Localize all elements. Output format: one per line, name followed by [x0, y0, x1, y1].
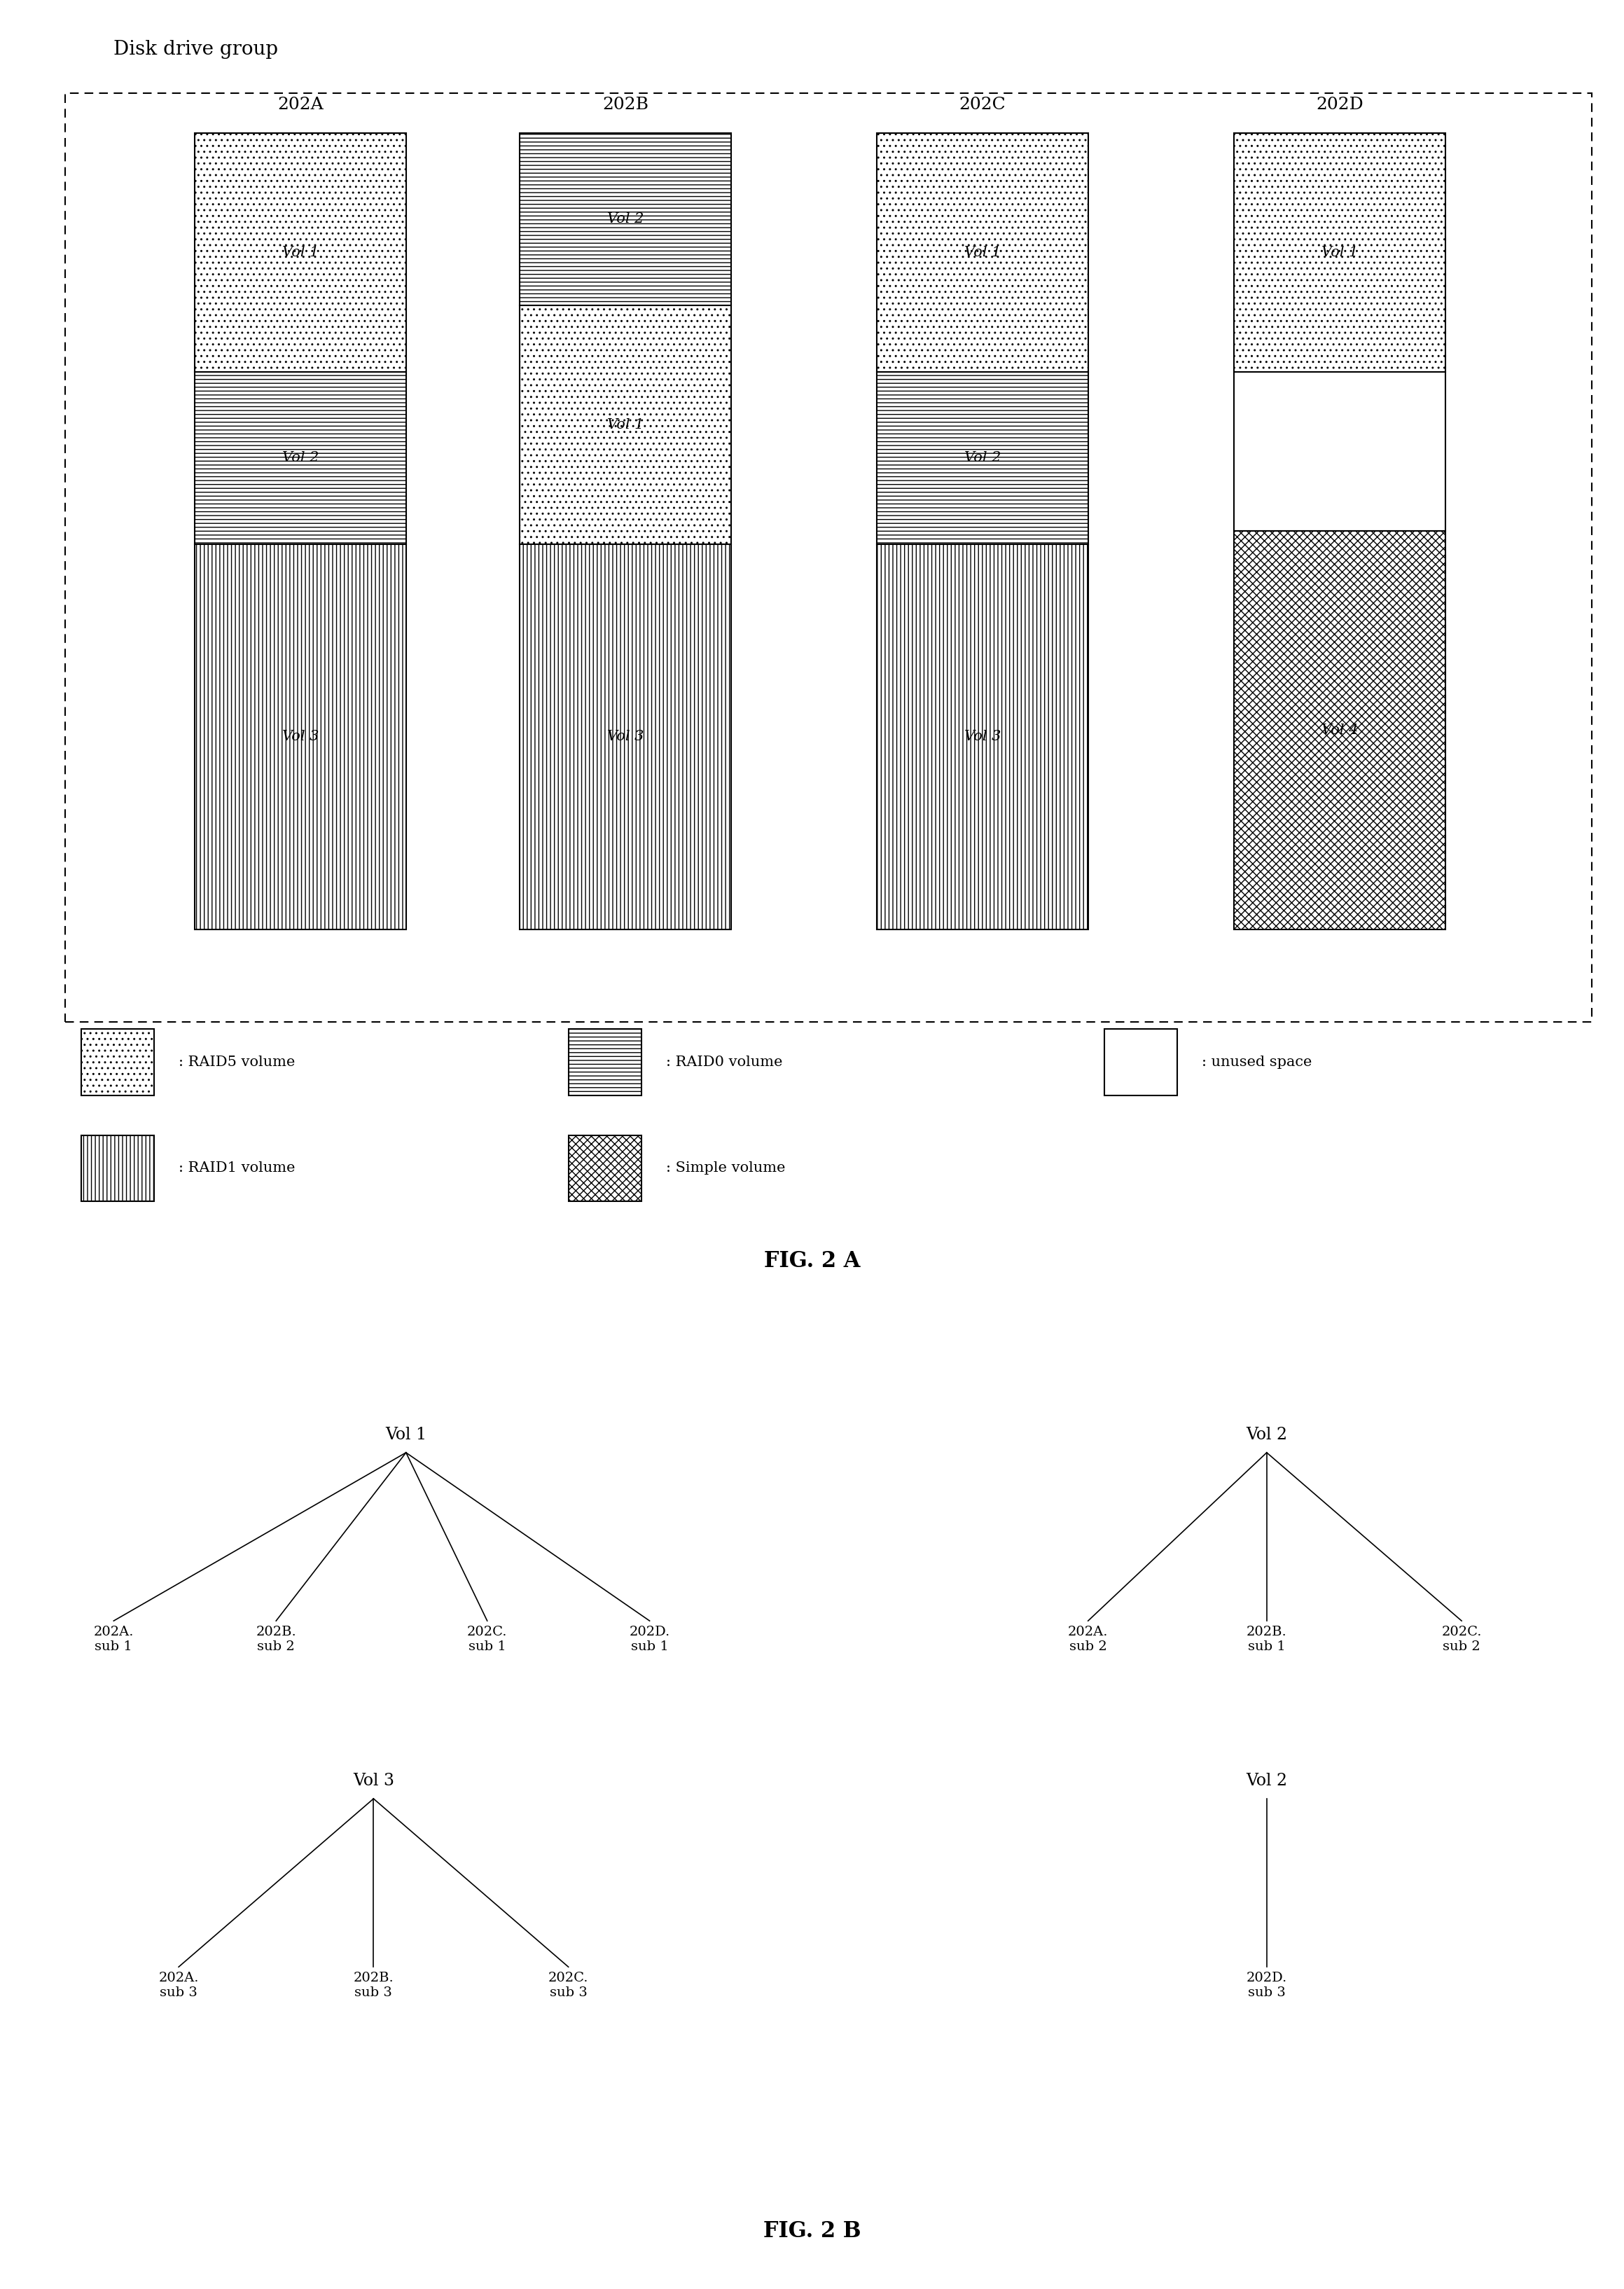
Text: : RAID1 volume: : RAID1 volume	[179, 1161, 296, 1174]
Text: Vol 1: Vol 1	[607, 419, 643, 433]
Bar	[520, 545, 731, 929]
Bar	[195, 133, 406, 371]
Text: Vol 1: Vol 1	[283, 245, 318, 259]
Bar	[877, 545, 1088, 929]
Text: Vol 2: Vol 2	[965, 451, 1000, 465]
Bar	[1234, 133, 1445, 371]
Text: : RAID5 volume: : RAID5 volume	[179, 1055, 296, 1069]
Text: : unused space: : unused space	[1202, 1055, 1312, 1069]
Bar	[1234, 531, 1445, 929]
Bar	[568, 1135, 641, 1202]
Text: 202C.
sub 1: 202C. sub 1	[468, 1625, 507, 1653]
Text: Disk drive group: Disk drive group	[114, 39, 278, 60]
Text: 202A.
sub 3: 202A. sub 3	[159, 1971, 198, 1998]
Text: : RAID0 volume: : RAID0 volume	[666, 1055, 783, 1069]
Text: Vol 1: Vol 1	[965, 245, 1000, 259]
Bar	[65, 94, 1592, 1023]
Text: Vol 3: Vol 3	[607, 730, 643, 744]
Text: Vol 1: Vol 1	[1322, 245, 1358, 259]
Text: Vol 2: Vol 2	[1246, 1774, 1288, 1790]
Bar	[1234, 371, 1445, 531]
Text: 202B.
sub 2: 202B. sub 2	[257, 1625, 296, 1653]
Bar	[1104, 1030, 1177, 1096]
Text: Vol 2: Vol 2	[607, 213, 643, 227]
Bar	[877, 133, 1088, 371]
Bar	[81, 1030, 154, 1096]
Text: 202C.
sub 3: 202C. sub 3	[549, 1971, 588, 1998]
Text: 202D: 202D	[1315, 96, 1364, 112]
Text: Vol 3: Vol 3	[283, 730, 318, 744]
Text: Vol 3: Vol 3	[965, 730, 1000, 744]
Bar	[81, 1135, 154, 1202]
Text: 202B.
sub 1: 202B. sub 1	[1247, 1625, 1286, 1653]
Text: 202B.
sub 3: 202B. sub 3	[354, 1971, 393, 1998]
Bar	[520, 133, 731, 304]
Text: 202A: 202A	[278, 96, 323, 112]
Bar	[520, 304, 731, 545]
Text: FIG. 2 B: FIG. 2 B	[763, 2220, 861, 2243]
Text: 202D.
sub 3: 202D. sub 3	[1246, 1971, 1288, 1998]
Text: : Simple volume: : Simple volume	[666, 1161, 786, 1174]
Bar	[195, 545, 406, 929]
Text: 202C.
sub 2: 202C. sub 2	[1442, 1625, 1481, 1653]
Text: 202D.
sub 1: 202D. sub 1	[628, 1625, 671, 1653]
Text: 202C: 202C	[960, 96, 1005, 112]
Text: Vol 2: Vol 2	[283, 451, 318, 465]
Bar	[195, 371, 406, 545]
Text: Vol 4: Vol 4	[1322, 723, 1358, 737]
Bar	[568, 1030, 641, 1096]
Text: Vol 2: Vol 2	[1246, 1426, 1288, 1442]
Text: Vol 3: Vol 3	[352, 1774, 395, 1790]
Text: 202B: 202B	[603, 96, 648, 112]
Text: FIG. 2 A: FIG. 2 A	[763, 1250, 861, 1273]
Text: 202A.
sub 2: 202A. sub 2	[1069, 1625, 1108, 1653]
Text: 202A.
sub 1: 202A. sub 1	[94, 1625, 133, 1653]
Text: Vol 1: Vol 1	[385, 1426, 427, 1442]
Bar	[877, 371, 1088, 545]
